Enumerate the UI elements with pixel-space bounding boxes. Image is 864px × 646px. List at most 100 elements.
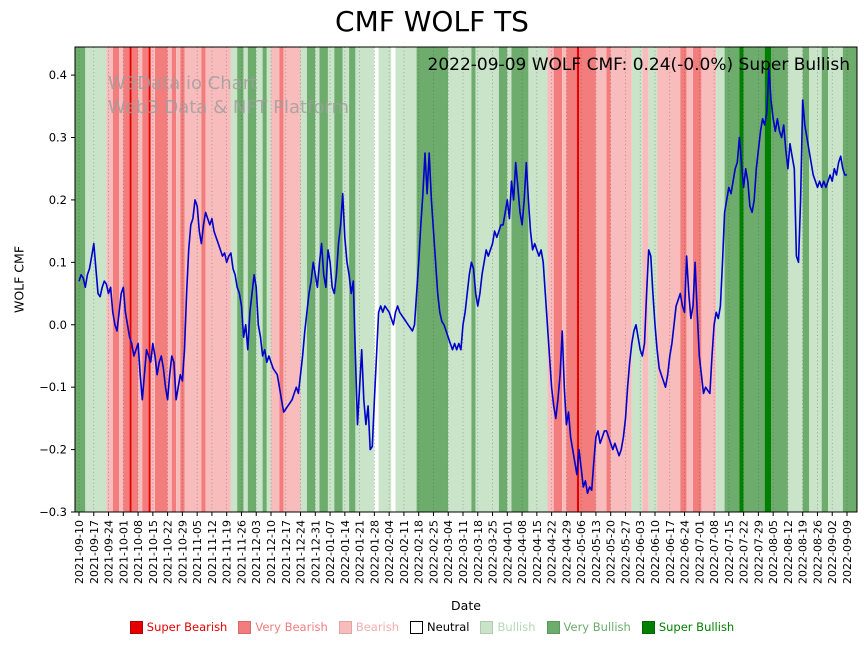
- y-tick-label: 0.2: [49, 193, 67, 207]
- sentiment-band-very_bullish: [842, 47, 857, 512]
- sentiment-band-very_bearish: [201, 47, 206, 512]
- sentiment-band-super_bearish: [576, 47, 579, 512]
- legend-item-super-bearish: Super Bearish: [129, 620, 228, 634]
- x-tick-label: 2021-12-17: [280, 520, 293, 584]
- sentiment-band-bearish: [283, 47, 301, 512]
- sentiment-band-neutral: [374, 47, 379, 512]
- sentiment-band-very_bullish: [471, 47, 476, 512]
- sentiment-band-bullish: [809, 47, 822, 512]
- sentiment-band-bullish: [475, 47, 499, 512]
- x-tick-label: 2021-11-26: [235, 520, 248, 584]
- sentiment-band-very_bullish: [821, 47, 828, 512]
- x-tick-label: 2022-05-27: [619, 520, 632, 584]
- legend-label-super-bearish: Super Bearish: [146, 620, 228, 634]
- y-tick-label: −0.1: [39, 380, 67, 394]
- sentiment-band-bullish: [355, 47, 375, 512]
- legend-label-bearish: Bearish: [355, 620, 400, 634]
- x-tick-label: 2022-07-22: [738, 520, 751, 584]
- x-tick-label: 2022-06-10: [649, 520, 662, 584]
- sentiment-band-bullish: [378, 47, 392, 512]
- x-tick-label: 2021-12-03: [250, 520, 263, 584]
- sentiment-band-very_bullish: [349, 47, 356, 512]
- sentiment-band-very_bearish: [606, 47, 611, 512]
- sentiment-band-bearish: [205, 47, 231, 512]
- sentiment-band-very_bearish: [566, 47, 577, 512]
- sentiment-band-bearish: [138, 47, 143, 512]
- x-tick-label: 2021-09-17: [88, 520, 101, 584]
- x-tick-label: 2021-11-12: [206, 520, 219, 584]
- x-tick-label: 2021-12-31: [309, 520, 322, 584]
- x-tick-label: 2022-04-22: [546, 520, 559, 584]
- sentiment-band-very_bullish: [262, 47, 267, 512]
- sentiment-band-bullish: [828, 47, 843, 512]
- sentiment-band-bearish: [176, 47, 181, 512]
- sentiment-band-very_bearish: [142, 47, 149, 512]
- chart-title: CMF WOLF TS: [335, 5, 529, 38]
- sentiment-band-bearish: [657, 47, 681, 512]
- x-tick-label: 2022-08-12: [782, 520, 795, 584]
- x-tick-label: 2022-01-21: [354, 520, 367, 584]
- sentiment-band-bullish: [85, 47, 107, 512]
- legend-swatch-very-bullish: [546, 620, 560, 634]
- x-tick-label: 2022-06-24: [679, 520, 692, 584]
- x-tick-label: 2022-05-20: [605, 520, 618, 584]
- sentiment-band-bullish: [448, 47, 472, 512]
- sentiment-band-super_bullish: [764, 47, 771, 512]
- y-tick-label: −0.2: [39, 443, 67, 457]
- legend-item-bearish: Bearish: [338, 620, 400, 634]
- x-tick-label: 2022-01-28: [368, 520, 381, 584]
- y-tick-label: 0.0: [49, 318, 67, 332]
- sentiment-band-bearish: [184, 47, 202, 512]
- x-tick-label: 2022-08-19: [797, 520, 810, 584]
- x-tick-label: 2022-05-13: [590, 520, 603, 584]
- x-tick-label: 2022-03-25: [487, 520, 500, 584]
- x-tick-label: 2022-07-29: [752, 520, 765, 584]
- sentiment-band-very_bullish: [771, 47, 788, 512]
- sentiment-band-bearish: [595, 47, 607, 512]
- y-axis-label: WOLF CMF: [11, 245, 27, 314]
- x-tick-label: 2022-09-02: [826, 520, 839, 584]
- x-tick-label: 2022-02-25: [427, 520, 440, 584]
- sentiment-band-bullish: [528, 47, 548, 512]
- x-tick-label: 2022-04-15: [531, 520, 544, 584]
- sentiment-band-very_bullish: [511, 47, 529, 512]
- sentiment-band-very_bullish: [743, 47, 765, 512]
- legend-swatch-super-bullish: [641, 620, 655, 634]
- x-tick-label: 2022-03-18: [472, 520, 485, 584]
- x-tick-label: 2022-08-26: [811, 520, 824, 584]
- sentiment-band-very_bearish: [171, 47, 176, 512]
- sentiment-band-very_bearish: [131, 47, 138, 512]
- legend-item-super-bullish: Super Bullish: [641, 620, 734, 634]
- x-tick-label: 2021-11-19: [221, 520, 234, 584]
- sentiment-band-bullish: [230, 47, 238, 512]
- sentiment-band-very_bearish: [553, 47, 563, 512]
- y-tick-label: −0.3: [39, 505, 67, 519]
- x-tick-label: 2021-11-05: [191, 520, 204, 584]
- x-tick-label: 2021-09-24: [103, 520, 116, 584]
- x-tick-label: 2021-10-15: [147, 520, 160, 584]
- legend-label-very-bullish: Very Bullish: [563, 620, 631, 634]
- sentiment-band-bullish: [300, 47, 307, 512]
- x-tick-label: 2022-05-06: [575, 520, 588, 584]
- x-tick-label: 2022-03-11: [457, 520, 470, 584]
- sentiment-band-bullish: [243, 47, 248, 512]
- legend-swatch-neutral: [410, 620, 424, 634]
- x-tick-label: 2022-01-14: [339, 520, 352, 584]
- legend-swatch-bullish: [480, 620, 494, 634]
- x-tick-label: 2022-09-09: [841, 520, 854, 584]
- plot-frame: [74, 46, 858, 513]
- x-tick-label: 2022-06-17: [664, 520, 677, 584]
- x-tick-label: 2021-12-10: [265, 520, 278, 584]
- legend-swatch-bearish: [338, 620, 352, 634]
- sentiment-band-bearish: [167, 47, 172, 512]
- x-tick-label: 2022-07-15: [723, 520, 736, 584]
- x-tick-label: 2021-10-08: [132, 520, 145, 584]
- sentiment-band-bearish: [562, 47, 567, 512]
- sentiment-band-super_bearish: [148, 47, 151, 512]
- legend-item-bullish: Bullish: [480, 620, 536, 634]
- sentiment-band-very_bullish: [319, 47, 328, 512]
- sentiment-band-bearish: [271, 47, 280, 512]
- sentiment-band-bearish: [701, 47, 717, 512]
- sentiment-band-very_bearish: [180, 47, 185, 512]
- x-tick-label: 2022-04-29: [560, 520, 573, 584]
